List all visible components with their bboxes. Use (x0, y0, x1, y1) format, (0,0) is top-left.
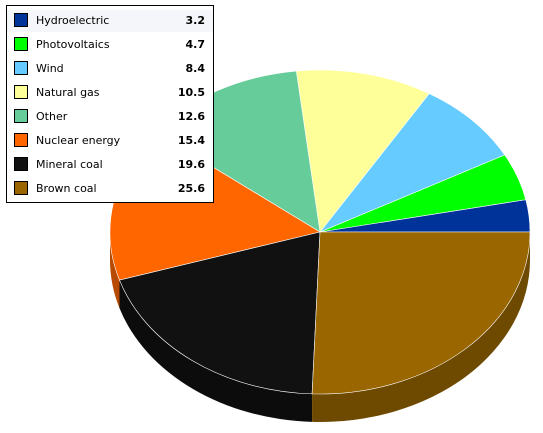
legend-swatch (14, 181, 28, 195)
legend-label: Brown coal (36, 182, 97, 195)
legend-item-brown-coal: Brown coal 25.6 (7, 178, 213, 200)
legend-value: 8.4 (185, 62, 206, 75)
legend-value: 25.6 (177, 182, 205, 195)
pie-slice-mineral-coal (119, 231, 321, 395)
legend-label: Natural gas (36, 86, 100, 99)
legend-item-nuclear-energy: Nuclear energy 15.4 (7, 130, 213, 152)
pie-slice-side-mineral-coal (119, 280, 313, 422)
legend-item-photovoltaics: Photovoltaics 4.7 (7, 34, 213, 56)
legend-swatch (14, 133, 28, 147)
legend-value: 12.6 (177, 110, 205, 123)
legend-value: 10.5 (177, 86, 205, 99)
pie-slice-brown-coal (311, 231, 531, 395)
legend-value: 4.7 (185, 38, 206, 51)
legend-label: Wind (36, 62, 64, 75)
legend-item-natural-gas: Natural gas 10.5 (7, 82, 213, 104)
legend-swatch (14, 157, 28, 171)
legend-value: 15.4 (177, 134, 205, 147)
legend-label: Mineral coal (36, 158, 103, 171)
pie-slice-side-brown-coal (312, 232, 530, 422)
pie-slice-side-nuclear-energy (110, 232, 120, 309)
legend-label: Nuclear energy (36, 134, 121, 147)
legend-swatch (14, 109, 28, 123)
legend-value: 19.6 (177, 158, 205, 171)
legend-item-hydroelectric: Hydroelectric 3.2 (7, 10, 213, 32)
legend-label: Other (36, 110, 68, 123)
pie-slice-wind (319, 93, 506, 233)
legend-value: 3.2 (185, 14, 206, 27)
legend-swatch (14, 61, 28, 75)
legend-swatch (14, 13, 28, 27)
legend-label: Photovoltaics (36, 38, 110, 51)
pie-slice-natural-gas (295, 69, 430, 233)
legend-swatch (14, 37, 28, 51)
legend-swatch (14, 85, 28, 99)
legend-item-wind: Wind 8.4 (7, 58, 213, 80)
legend-item-other: Other 12.6 (7, 106, 213, 128)
legend: Hydroelectric 3.2 Photovoltaics 4.7 Wind 8.4 N… (6, 5, 214, 203)
legend-label: Hydroelectric (36, 14, 110, 27)
legend-item-mineral-coal: Mineral coal 19.6 (7, 154, 213, 176)
